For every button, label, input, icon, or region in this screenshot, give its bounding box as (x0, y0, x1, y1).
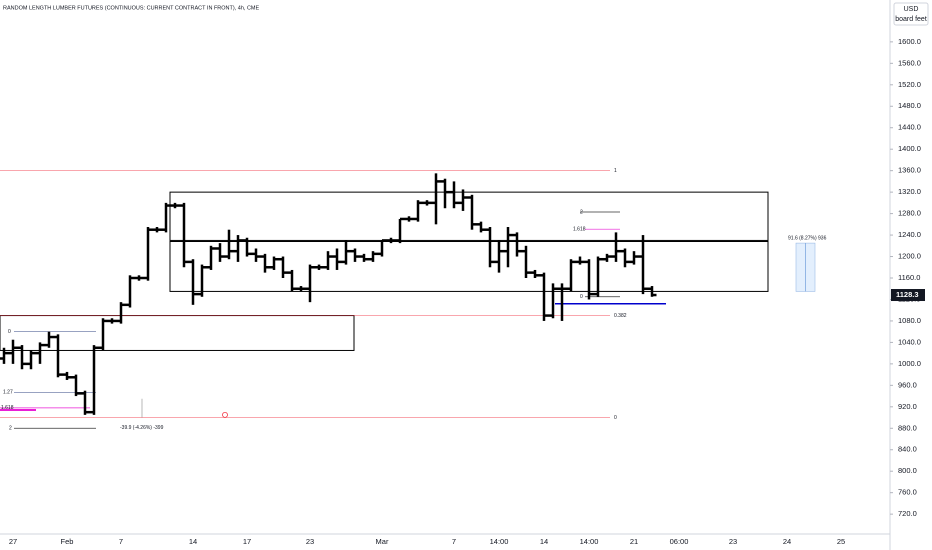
fib-label: 0 (614, 415, 617, 421)
y-tick-label: 1600.0 (898, 37, 921, 46)
annotation: 2 (9, 426, 12, 432)
y-tick-label: 1560.0 (898, 58, 921, 67)
y-tick-label: 960.0 (898, 380, 917, 389)
x-tick-label: 23 (729, 537, 737, 546)
x-tick-label: Feb (61, 537, 74, 546)
y-tick-label: 1000.0 (898, 359, 921, 368)
x-tick-label: 21 (630, 537, 638, 546)
zone-box (169, 241, 769, 292)
x-tick-label: 14 (540, 537, 548, 546)
x-tick-label: 27 (9, 537, 17, 546)
annotation: 91.6 (8.27%) 936 (788, 236, 827, 242)
y-tick-label: 880.0 (898, 423, 917, 432)
y-tick-label: 1240.0 (898, 230, 921, 239)
y-tick-label: 1320.0 (898, 187, 921, 196)
y-tick-label: 840.0 (898, 445, 917, 454)
y-tick-label: 1160.0 (898, 273, 920, 282)
chart-title: RANDOM LENGTH LUMBER FUTURES (CONTINUOUS… (3, 5, 260, 11)
fib-label: 0.382 (614, 313, 627, 319)
y-tick-label: 1440.0 (898, 123, 921, 132)
annotation: -39.9 (-4.26%) -399 (120, 425, 164, 431)
x-tick-label: 23 (306, 537, 314, 546)
x-tick-label: 17 (243, 537, 251, 546)
y-tick-label: 1480.0 (898, 101, 921, 110)
y-tick-label: 1280.0 (898, 209, 921, 218)
marker (222, 411, 228, 418)
x-tick-label: 25 (837, 537, 845, 546)
x-tick-label: Mar (376, 537, 389, 546)
x-tick-label: 14 (189, 537, 197, 546)
last-price-box (891, 289, 925, 302)
annotation: 1.618 (573, 226, 586, 232)
annotation: 2 (580, 209, 583, 215)
annotation: 0 (8, 329, 11, 335)
y-tick-label: 1080.0 (898, 316, 921, 325)
x-tick-label: 24 (783, 537, 791, 546)
y-tick-label: 920.0 (898, 402, 917, 411)
x-tick-label: 7 (119, 537, 123, 546)
y-tick-label: 800.0 (898, 466, 917, 475)
y-tick-label: 1040.0 (898, 337, 921, 346)
unit-box[interactable] (893, 2, 929, 26)
y-tick-label: 1200.0 (898, 252, 921, 261)
unit: board feet (895, 16, 927, 23)
x-tick-label: 06:00 (670, 537, 689, 546)
last-price-label: 1128.3 (896, 290, 919, 299)
x-tick-label: 14:00 (580, 537, 599, 546)
y-tick-label: 720.0 (898, 509, 917, 518)
y-tick-label: 760.0 (898, 488, 917, 497)
y-tick-label: 1520.0 (898, 80, 921, 89)
annotation: 0 (580, 294, 583, 300)
fib-label: 1 (614, 168, 617, 174)
y-tick-label: 1360.0 (898, 166, 921, 175)
y-tick-label: 1400.0 (898, 144, 921, 153)
x-tick-label: 14:00 (490, 537, 509, 546)
annotation: 1.27 (3, 390, 13, 396)
zone-box (169, 191, 769, 241)
x-tick-label: 7 (452, 537, 456, 546)
annotation: 1.618 (1, 405, 14, 411)
currency: USD (904, 6, 919, 13)
